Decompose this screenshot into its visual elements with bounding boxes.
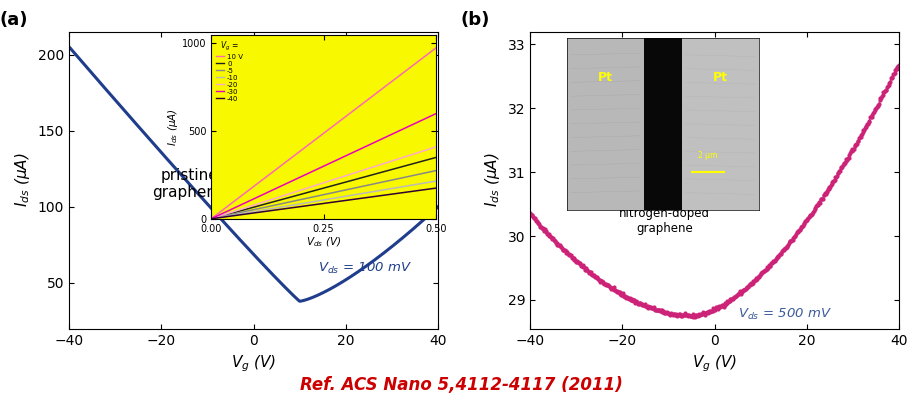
Text: nitrogen-doped
graphene: nitrogen-doped graphene <box>620 207 710 235</box>
Text: (a): (a) <box>0 11 28 29</box>
Text: pristine
graphene: pristine graphene <box>152 168 226 200</box>
Text: $V_{ds}$ = 500 mV: $V_{ds}$ = 500 mV <box>738 307 832 322</box>
Y-axis label: $I_{ds}$ (μA): $I_{ds}$ (μA) <box>483 153 502 208</box>
X-axis label: $V_g$ (V): $V_g$ (V) <box>692 353 738 374</box>
Text: (b): (b) <box>460 11 490 29</box>
Text: Ref. ACS Nano 5,4112-4117 (2011): Ref. ACS Nano 5,4112-4117 (2011) <box>300 376 622 394</box>
Text: $V_{ds}$ = 100 mV: $V_{ds}$ = 100 mV <box>318 261 412 276</box>
Y-axis label: $I_{ds}$ (μA): $I_{ds}$ (μA) <box>13 153 32 208</box>
X-axis label: $V_g$ (V): $V_g$ (V) <box>230 353 277 374</box>
